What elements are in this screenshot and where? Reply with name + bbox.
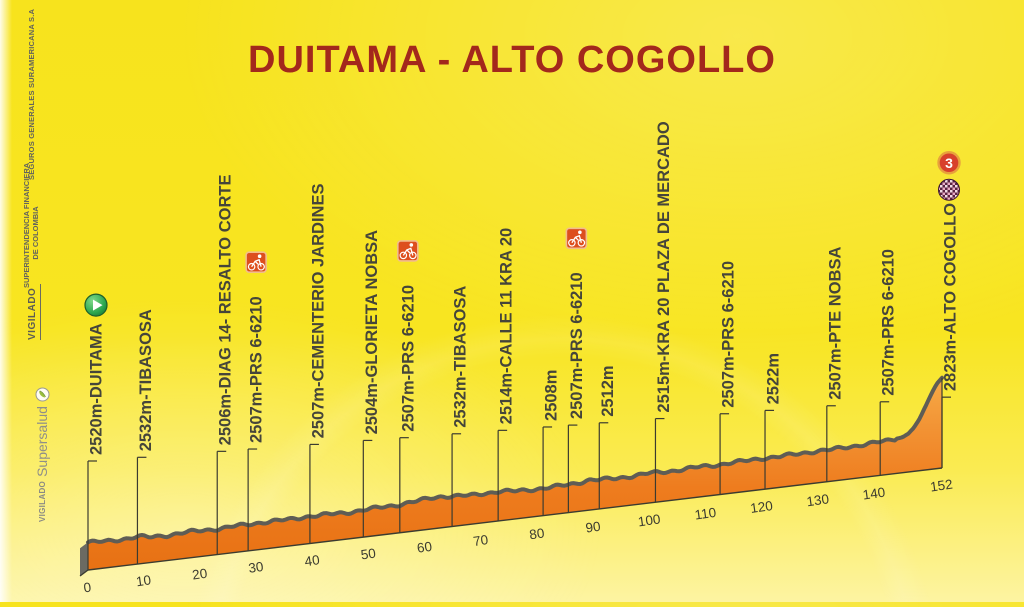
stage-title: DUITAMA - ALTO COGOLLO xyxy=(248,39,776,82)
x-axis-line xyxy=(87,467,943,571)
waypoint: 2532m-TIBASOSA xyxy=(451,286,470,527)
x-tick-label: 130 xyxy=(806,491,830,509)
profile-top-line xyxy=(86,375,944,545)
x-tick-label: 50 xyxy=(360,546,377,563)
x-tick-label: 20 xyxy=(191,566,208,583)
waypoint-label: 2515m-KRA 20 PLAZA DE MERCADO xyxy=(655,121,673,412)
x-tick-label: 40 xyxy=(304,552,321,569)
start-icon xyxy=(84,293,108,317)
waypoint: 2520m-DUITAMA xyxy=(84,293,108,570)
waypoint-label: 2508m xyxy=(543,370,561,421)
sprint-icon xyxy=(245,251,267,274)
x-tick-label: 80 xyxy=(528,525,545,542)
waypoint: 2507m-CEMENTERIO JARDINES xyxy=(309,184,327,544)
x-tick-label: 30 xyxy=(247,559,264,576)
waypoint: 2512m xyxy=(598,365,617,509)
waypoint: 2507m-PTE NOBSA xyxy=(826,247,844,482)
x-axis-tick-labels: 0 10 20 30 40 50 60 70 80 90 100 110 120 130 140 152 xyxy=(83,477,954,596)
waypoint-label: 2504m-GLORIETA NOBSA xyxy=(363,230,381,435)
waypoint-label: 2507m-CEMENTERIO JARDINES xyxy=(309,184,327,439)
page-left-edge xyxy=(0,0,12,602)
waypoint-label: 2507m-PRS 6-6210 xyxy=(720,261,738,408)
x-tick-label: 152 xyxy=(929,477,953,495)
x-tick-label: 120 xyxy=(749,498,773,516)
x-tick-label: 100 xyxy=(637,511,661,529)
waypoint-label: 2520m-DUITAMA xyxy=(88,323,106,455)
x-tick-label: 10 xyxy=(135,572,152,589)
category-3-icon: 3 xyxy=(937,151,961,175)
waypoint-label: 2507m-PRS 6-6210 xyxy=(568,272,586,419)
waypoint: 2507m-PRS 6-6210 xyxy=(719,261,738,495)
waypoint: 2507m-PRS 6-6210 xyxy=(565,227,588,513)
waypoint: 2506m-DIAG 14- RESALTO CORTE xyxy=(216,175,235,555)
waypoint-label: 2507m-PRS 6-6210 xyxy=(399,285,417,432)
waypoint-label: 2507m-PRS 6-6210 xyxy=(248,296,266,443)
svg-text:3: 3 xyxy=(945,155,953,171)
x-tick-label: 110 xyxy=(694,505,717,523)
waypoint: 2507m-PRS 6-6210 xyxy=(245,251,267,551)
waypoint-label: 2823m-ALTO COGOLLO xyxy=(942,203,960,391)
waypoint: 2532m-TIBASOSA xyxy=(136,309,155,565)
waypoint-label: 2512m xyxy=(599,365,617,416)
waypoint-label: 2507m-PTE NOBSA xyxy=(826,247,844,400)
x-tick-label: 0 xyxy=(83,580,93,596)
elevation-profile xyxy=(79,375,944,577)
waypoint-label: 2532m-TIBASOSA xyxy=(137,309,155,451)
waypoint: 2514m-CALLE 11 KRA 20 xyxy=(497,228,516,522)
x-tick-label: 90 xyxy=(585,519,602,536)
waypoint: 2508m xyxy=(542,370,561,516)
waypoint-label: 2522m xyxy=(765,353,783,404)
x-tick-label: 140 xyxy=(862,485,886,503)
supersalud-icon xyxy=(35,387,49,402)
x-tick-label: 60 xyxy=(416,539,433,556)
sprint-icon xyxy=(397,240,419,262)
waypoint: 2507m-PRS 6-6210 xyxy=(879,249,898,476)
finish-icon xyxy=(938,178,960,201)
waypoint-label: 2514m-CALLE 11 KRA 20 xyxy=(498,228,516,425)
supersalud-logo: VIGILADO Supersalud xyxy=(34,382,50,522)
sprint-icon xyxy=(565,227,588,250)
waypoint: 2515m-KRA 20 PLAZA DE MERCADO xyxy=(654,121,673,503)
waypoint: 2823m-ALTO COGOLLO 3 xyxy=(937,151,961,468)
waypoint-label: 2507m-PRS 6-6210 xyxy=(880,249,898,396)
waypoint-label: 2506m-DIAG 14- RESALTO CORTE xyxy=(217,175,235,446)
waypoint-label: 2532m-TIBASOSA xyxy=(452,286,470,428)
waypoint: 2507m-PRS 6-6210 xyxy=(397,240,419,533)
x-tick-label: 70 xyxy=(472,532,489,549)
waypoint: 2522m xyxy=(764,353,783,490)
waypoint: 2504m-GLORIETA NOBSA xyxy=(362,230,381,538)
